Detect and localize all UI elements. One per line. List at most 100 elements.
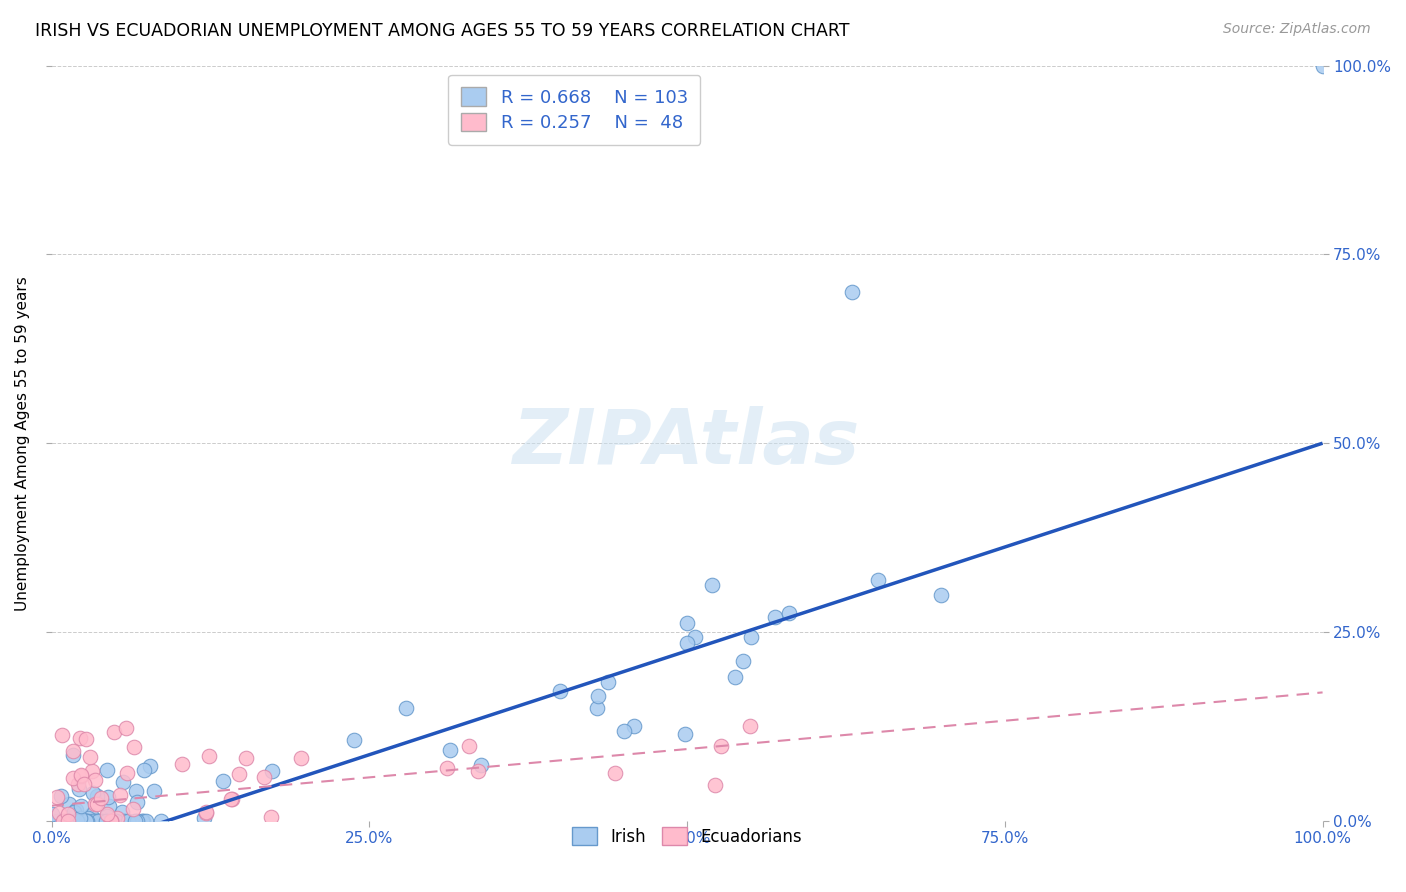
Point bbox=[253, 770, 276, 784]
Point bbox=[69, 799, 91, 814]
Point bbox=[82, 814, 104, 828]
Point bbox=[69, 814, 91, 828]
Point bbox=[612, 723, 634, 738]
Point bbox=[221, 792, 243, 806]
Point bbox=[139, 759, 162, 773]
Point bbox=[125, 784, 148, 798]
Point bbox=[76, 814, 98, 828]
Point bbox=[111, 805, 134, 819]
Point bbox=[260, 810, 283, 824]
Point bbox=[676, 616, 699, 631]
Point bbox=[150, 814, 173, 828]
Point bbox=[45, 789, 67, 804]
Point bbox=[127, 795, 149, 809]
Point bbox=[90, 791, 112, 805]
Point bbox=[194, 805, 217, 820]
Point bbox=[87, 814, 110, 828]
Point bbox=[103, 725, 125, 739]
Point bbox=[96, 763, 118, 777]
Point bbox=[70, 814, 93, 828]
Point bbox=[79, 814, 101, 828]
Point bbox=[108, 788, 131, 802]
Point bbox=[76, 814, 98, 828]
Point bbox=[96, 809, 118, 823]
Point bbox=[929, 588, 952, 602]
Point bbox=[100, 814, 122, 828]
Point bbox=[470, 758, 492, 772]
Point bbox=[75, 814, 97, 828]
Point bbox=[79, 814, 101, 828]
Point bbox=[765, 609, 787, 624]
Point bbox=[740, 719, 762, 733]
Point bbox=[436, 761, 458, 775]
Point bbox=[439, 743, 461, 757]
Y-axis label: Unemployment Among Ages 55 to 59 years: Unemployment Among Ages 55 to 59 years bbox=[15, 276, 30, 610]
Point bbox=[41, 814, 63, 828]
Point bbox=[51, 814, 73, 828]
Point bbox=[58, 797, 80, 811]
Point bbox=[596, 674, 619, 689]
Point bbox=[80, 764, 103, 778]
Point bbox=[94, 814, 117, 828]
Point bbox=[62, 744, 84, 758]
Point bbox=[51, 789, 73, 804]
Point bbox=[702, 578, 724, 592]
Point bbox=[111, 775, 134, 789]
Point bbox=[58, 814, 80, 828]
Point bbox=[290, 750, 312, 764]
Point bbox=[117, 814, 139, 828]
Point bbox=[59, 814, 82, 828]
Point bbox=[841, 285, 863, 300]
Point bbox=[866, 573, 889, 587]
Point bbox=[87, 814, 110, 828]
Point bbox=[55, 814, 77, 828]
Point bbox=[623, 718, 645, 732]
Point bbox=[45, 814, 67, 828]
Point bbox=[63, 805, 86, 820]
Point bbox=[94, 814, 117, 828]
Point bbox=[683, 630, 706, 644]
Point bbox=[676, 636, 699, 650]
Point bbox=[343, 733, 366, 747]
Point bbox=[194, 805, 217, 819]
Point bbox=[193, 810, 215, 824]
Point bbox=[548, 683, 571, 698]
Text: IRISH VS ECUADORIAN UNEMPLOYMENT AMONG AGES 55 TO 59 YEARS CORRELATION CHART: IRISH VS ECUADORIAN UNEMPLOYMENT AMONG A… bbox=[35, 22, 849, 40]
Point bbox=[69, 731, 91, 745]
Point bbox=[778, 606, 800, 620]
Point bbox=[70, 814, 93, 828]
Point bbox=[65, 803, 87, 817]
Point bbox=[69, 768, 91, 782]
Point bbox=[67, 782, 90, 797]
Point bbox=[143, 784, 166, 798]
Point bbox=[90, 814, 112, 828]
Point bbox=[55, 814, 77, 828]
Point bbox=[117, 766, 139, 780]
Point bbox=[127, 814, 149, 828]
Point bbox=[56, 807, 79, 822]
Point bbox=[48, 814, 70, 828]
Point bbox=[724, 670, 747, 684]
Point bbox=[132, 764, 155, 778]
Point bbox=[73, 777, 96, 791]
Point bbox=[100, 814, 122, 828]
Point bbox=[77, 812, 100, 826]
Point bbox=[132, 814, 155, 828]
Point bbox=[62, 748, 84, 763]
Point bbox=[80, 808, 103, 822]
Point bbox=[56, 814, 79, 828]
Point bbox=[55, 814, 77, 828]
Point bbox=[82, 786, 104, 800]
Point bbox=[112, 814, 135, 828]
Point bbox=[75, 814, 97, 828]
Point bbox=[235, 751, 257, 765]
Point bbox=[62, 772, 84, 786]
Point bbox=[51, 728, 73, 742]
Point bbox=[59, 814, 82, 828]
Point bbox=[73, 814, 96, 828]
Point bbox=[105, 811, 128, 825]
Point bbox=[198, 749, 221, 764]
Point bbox=[48, 814, 70, 828]
Point bbox=[131, 814, 153, 828]
Point bbox=[96, 806, 118, 821]
